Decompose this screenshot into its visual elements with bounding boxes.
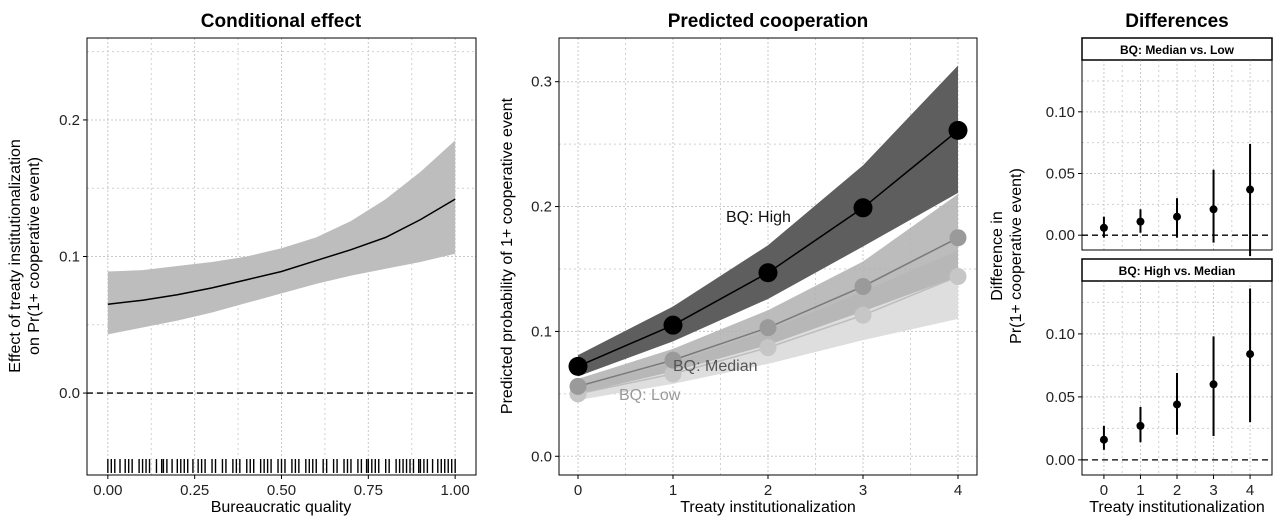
point-estimate xyxy=(1246,185,1255,194)
y-tick-label: 0.0 xyxy=(59,385,80,402)
x-tick-label: 2 xyxy=(1173,482,1181,499)
point-estimate xyxy=(1099,223,1108,232)
differences-frame-top xyxy=(1081,59,1273,251)
point-bq-high xyxy=(758,263,778,283)
differences-y-axis-bottom: 0.00 0.05 0.10 xyxy=(1046,326,1082,469)
y-tick-label: 0.10 xyxy=(1046,326,1075,343)
y-tick-label: 0.10 xyxy=(1046,104,1075,121)
point-estimate xyxy=(1099,435,1108,444)
y-tick-label: 0.2 xyxy=(59,112,80,129)
series-label-bq-low: BQ: Low xyxy=(619,387,681,404)
y-tick-label: 0.2 xyxy=(531,199,552,216)
differences-x-label: Treaty institutionalization xyxy=(1089,499,1265,516)
point-bq-median xyxy=(569,377,587,395)
predicted-cooperation-y-label: Predicted probability of 1+ cooperative … xyxy=(499,97,516,414)
conditional-effect-rug xyxy=(107,459,456,473)
y-tick-label: 0.05 xyxy=(1046,166,1075,183)
x-tick-label: 0 xyxy=(1100,482,1108,499)
point-bq-median xyxy=(854,277,872,295)
y-tick-label: 0.3 xyxy=(531,74,552,91)
differences-subpanel-median-vs-low: BQ: Median vs. Low 0.00 0.05 0.10 xyxy=(1046,37,1273,257)
conditional-effect-y-axis: 0.0 0.1 0.2 xyxy=(59,112,87,402)
predicted-cooperation-x-label: Treaty institutionalization xyxy=(680,499,856,516)
x-tick-label: 1 xyxy=(669,482,677,499)
differences-y-label-line1: Difference in xyxy=(989,211,1006,301)
predicted-cooperation-x-axis: 0 1 2 3 4 xyxy=(574,475,962,499)
point-estimate xyxy=(1209,205,1218,214)
estimate-line xyxy=(107,198,456,306)
ci-band-bq-median xyxy=(578,194,958,394)
point-bq-median xyxy=(664,351,682,369)
point-bq-low xyxy=(949,267,967,285)
predicted-cooperation-series xyxy=(568,65,968,403)
conditional-effect-y-label-line2: on Pr(1+ cooperative event) xyxy=(26,157,43,355)
differences-marks-bottom xyxy=(1099,288,1255,450)
x-tick-label: 1.00 xyxy=(441,482,470,499)
ci-ribbon xyxy=(107,140,456,335)
point-estimate xyxy=(1173,212,1181,221)
y-tick-label: 0.00 xyxy=(1046,227,1075,244)
strip-label-median-vs-low: BQ: Median vs. Low xyxy=(1120,43,1235,57)
x-tick-label: 0.00 xyxy=(93,482,122,499)
x-tick-label: 1 xyxy=(1136,482,1144,499)
conditional-effect-line xyxy=(107,198,456,306)
x-tick-label: 4 xyxy=(954,482,962,499)
x-tick-label: 0.25 xyxy=(180,482,209,499)
point-estimate xyxy=(1246,350,1255,359)
differences-title: Differences xyxy=(1125,11,1229,32)
y-tick-label: 0.1 xyxy=(59,249,80,266)
point-bq-high xyxy=(853,198,873,218)
point-estimate xyxy=(1209,380,1218,389)
x-tick-label: 0 xyxy=(574,482,582,499)
point-bq-high xyxy=(568,356,588,376)
strip-label-high-vs-median: BQ: High vs. Median xyxy=(1119,264,1236,278)
point-bq-high xyxy=(663,315,683,335)
conditional-effect-ci-band xyxy=(107,140,456,335)
y-tick-label: 0.1 xyxy=(531,323,552,340)
point-bq-high xyxy=(948,120,968,140)
conditional-effect-title: Conditional effect xyxy=(201,11,362,32)
x-tick-label: 0.75 xyxy=(354,482,383,499)
series-label-bq-median: BQ: Median xyxy=(673,358,757,375)
differences-x-axis: 0 1 2 3 4 xyxy=(1100,475,1254,499)
differences-panel: Differences BQ: Median vs. Low 0.000.050… xyxy=(989,11,1273,516)
series-label-bq-high: BQ: High xyxy=(726,209,791,226)
y-tick-label: 0.00 xyxy=(1046,452,1075,469)
x-tick-label: 4 xyxy=(1246,482,1254,499)
predicted-cooperation-title: Predicted cooperation xyxy=(668,11,869,32)
point-bq-low xyxy=(759,339,777,357)
point-bq-median xyxy=(949,229,967,247)
point-bq-median xyxy=(759,319,777,337)
y-tick-label: 0.05 xyxy=(1046,389,1075,406)
x-tick-label: 0.50 xyxy=(267,482,296,499)
y-tick-label: 0.0 xyxy=(531,448,552,465)
point-estimate xyxy=(1136,217,1145,226)
predicted-cooperation-y-axis: 0.0 0.1 0.2 0.3 xyxy=(531,74,559,465)
conditional-effect-panel: Conditional effect 0.0 0.1 0.2 0.00 0.25 0.5… xyxy=(7,11,477,516)
x-tick-label: 3 xyxy=(859,482,867,499)
differences-marks-top xyxy=(1099,143,1255,257)
predicted-cooperation-panel: Predicted cooperation 0.0 0.1 0.2 0.3 0 1 2 3 4… xyxy=(499,11,978,516)
conditional-effect-y-label-line1: Effect of treaty institutionalization xyxy=(7,139,24,373)
point-estimate xyxy=(1136,421,1145,430)
ci-band-bq-high xyxy=(578,65,958,377)
point-bq-low xyxy=(664,365,682,383)
point-estimate xyxy=(1173,400,1181,409)
differences-y-axis-top: 0.00 0.05 0.10 xyxy=(1046,104,1082,244)
conditional-effect-x-axis: 0.00 0.25 0.50 0.75 1.00 xyxy=(93,475,470,499)
conditional-effect-x-label: Bureaucratic quality xyxy=(211,499,352,516)
point-bq-low xyxy=(854,306,872,324)
differences-y-label-line2: Pr(1+ cooperative event) xyxy=(1008,168,1025,344)
differences-subpanel-high-vs-median: BQ: High vs. Median 0.00 0.05 0.10 xyxy=(1046,258,1273,476)
x-tick-label: 3 xyxy=(1209,482,1217,499)
x-tick-label: 2 xyxy=(764,482,772,499)
